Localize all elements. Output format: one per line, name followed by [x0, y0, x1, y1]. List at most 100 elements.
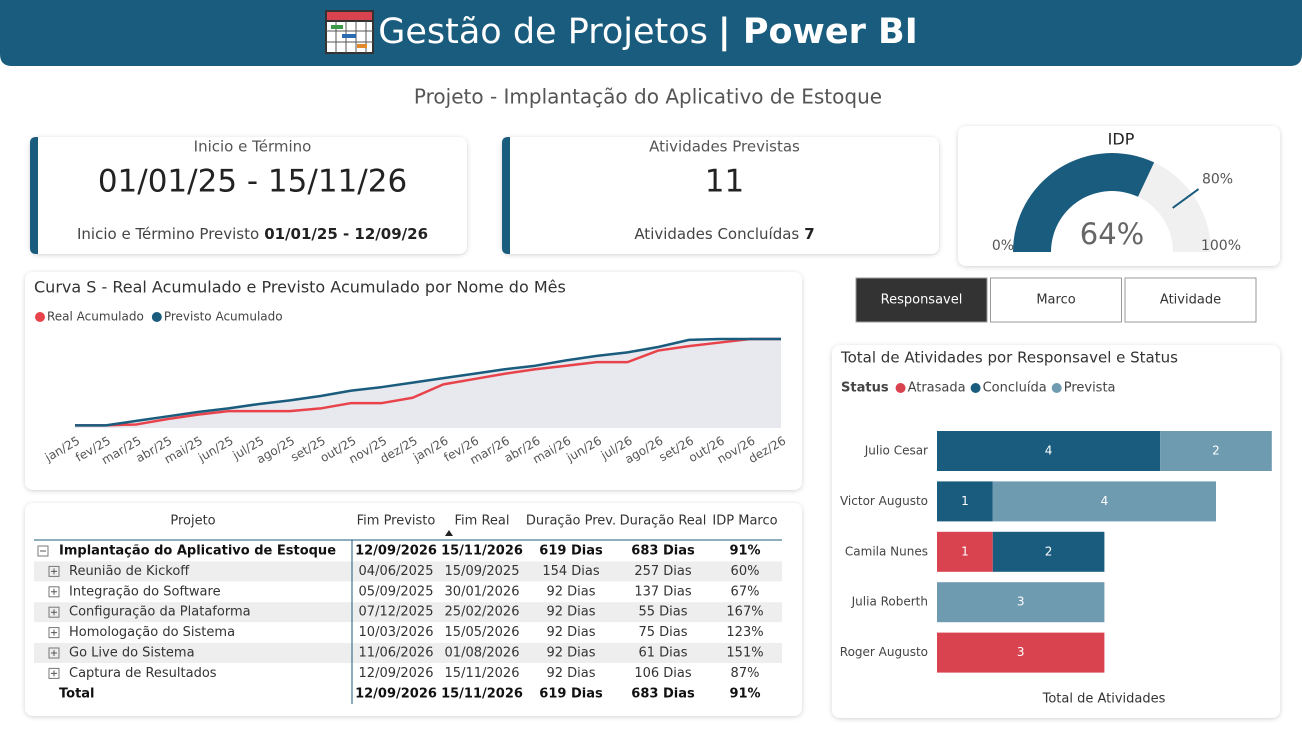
total-cell: 15/11/2026 — [441, 686, 523, 701]
series-line — [75, 337, 781, 427]
table-cell: 92 Dias — [546, 605, 595, 620]
table-cell: Implantação do Aplicativo de Estoque — [59, 544, 336, 559]
table-cell: Captura de Resultados — [69, 666, 217, 681]
card — [30, 137, 467, 254]
bar — [937, 632, 1105, 673]
data-label: 2 — [1212, 444, 1220, 458]
table-cell: 67% — [731, 584, 760, 599]
legend-marker — [35, 312, 45, 322]
expand-icon — [48, 667, 60, 679]
tab[interactable]: Marco — [990, 277, 1122, 323]
card-footer: Inicio e Término Previsto 01/01/25 - 12/0… — [77, 225, 428, 243]
data-label: 3 — [1017, 595, 1025, 609]
table-cell: 15/11/2026 — [445, 666, 520, 681]
gauge-target — [1172, 188, 1200, 209]
series-line — [75, 337, 781, 427]
x-axis-title: Total de Atividades — [1042, 692, 1166, 707]
card-footer: Atividades Concluídas 7 — [634, 225, 814, 243]
expand-icon-sign — [51, 609, 57, 616]
table-cell: 12/09/2026 — [359, 666, 434, 681]
gauge-title: IDP — [1108, 130, 1135, 149]
table-cell: 55 Dias — [638, 605, 687, 620]
gauge-tick-label: 100% — [1201, 238, 1241, 254]
bar — [992, 481, 1216, 522]
tab[interactable]: Atividade — [1124, 277, 1257, 323]
total-cell: Total — [59, 686, 95, 701]
legend-label: Concluída — [983, 381, 1047, 396]
expand-icon — [48, 627, 60, 639]
tab-box — [990, 277, 1122, 323]
table-cell: 123% — [726, 625, 763, 640]
table-cell: 10/03/2026 — [359, 625, 434, 640]
y-tick-label: Julio Cesar — [864, 444, 928, 458]
table-cell: 619 Dias — [539, 544, 603, 559]
chart-title: Total de Atividades por Responsavel e St… — [840, 349, 1178, 367]
data-label: 3 — [1017, 645, 1025, 659]
table-cell: 87% — [731, 666, 760, 681]
expand-icon-sign — [51, 568, 57, 575]
subtitle: Projeto - Implantação do Aplicativo de E… — [414, 85, 882, 109]
sort-arrow — [445, 530, 453, 536]
y-tick-label: Julia Roberth — [851, 595, 928, 609]
table-cell: 92 Dias — [546, 666, 595, 681]
card-footer-label: Atividades Concluídas — [634, 225, 799, 243]
table-cell: Go Live do Sistema — [69, 646, 195, 661]
legend-label: Real Acumulado — [47, 310, 144, 324]
expand-icon-sign — [51, 650, 57, 656]
calendar-icon — [325, 10, 374, 54]
row-stripe — [34, 561, 782, 582]
header-title: Gestão de Projetos | Power BI — [378, 12, 918, 52]
expand-icon — [48, 586, 60, 598]
expand-icon-sign — [51, 588, 57, 595]
expand-icon-sign — [51, 670, 57, 677]
data-label: 1 — [961, 544, 969, 558]
table-cell: 137 Dias — [634, 584, 692, 599]
table-cell: 92 Dias — [546, 646, 595, 661]
card — [25, 272, 802, 490]
table-cell: 05/09/2025 — [359, 584, 434, 599]
total-cell: 683 Dias — [631, 686, 695, 701]
column-header: Fim Previsto — [357, 514, 436, 529]
bar — [937, 531, 993, 572]
expand-icon — [48, 606, 60, 618]
tab-box — [1124, 277, 1257, 323]
card-accent — [502, 137, 510, 254]
expand-icon — [48, 647, 60, 659]
table-cell: 106 Dias — [634, 666, 692, 681]
data-label: 1 — [961, 494, 969, 508]
chart-title: Curva S - Real Acumulado e Previsto Acum… — [34, 278, 566, 297]
table-cell: Configuração da Plataforma — [69, 605, 251, 620]
data-label: 4 — [1045, 444, 1053, 458]
legend-label: Prevista — [1064, 381, 1116, 396]
table-cell: 257 Dias — [634, 564, 692, 579]
legend-marker — [895, 383, 906, 393]
table-cell: Integração do Software — [69, 584, 221, 599]
tab[interactable]: Responsavel — [855, 277, 988, 323]
table-cell: 61 Dias — [638, 646, 687, 661]
column-header: Duração Real — [620, 514, 707, 529]
card-accent — [30, 137, 38, 254]
table-cell: 91% — [729, 544, 760, 559]
bar — [937, 481, 993, 522]
card-footer-value: 7 — [804, 225, 814, 243]
table-cell: 01/08/2026 — [445, 646, 520, 661]
table-cell: 15/11/2026 — [441, 544, 523, 559]
card-label: Inicio e Término — [194, 138, 312, 156]
data-label: 4 — [1101, 494, 1109, 508]
legend-marker — [1051, 383, 1062, 393]
legend-title: Status — [841, 381, 889, 396]
gauge-value — [1013, 153, 1155, 252]
row-stripe — [34, 643, 782, 663]
table-cell: 12/09/2026 — [355, 544, 437, 559]
table-cell: 75 Dias — [638, 625, 687, 640]
bar — [1160, 431, 1272, 471]
tab-label: Atividade — [1160, 293, 1221, 308]
data-label: 2 — [1045, 544, 1053, 558]
table-cell: 92 Dias — [546, 584, 595, 599]
y-tick-label: Victor Augusto — [840, 494, 928, 508]
total-cell: 619 Dias — [539, 686, 603, 701]
gauge-target-label: 80% — [1202, 172, 1233, 188]
table-cell: 30/01/2026 — [445, 584, 520, 599]
bar — [992, 531, 1105, 572]
